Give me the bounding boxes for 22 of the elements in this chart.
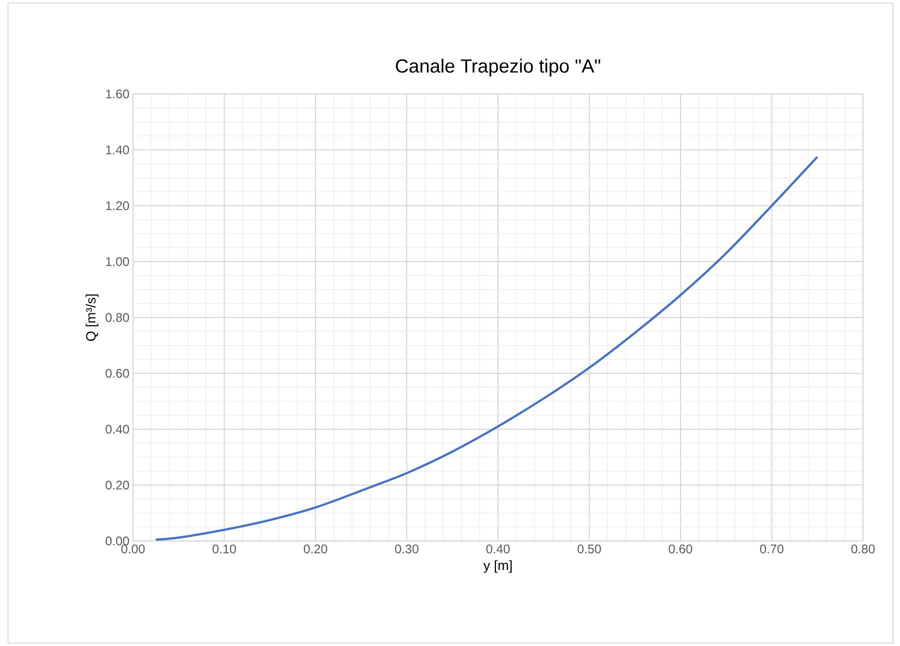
y-tick-label: 0.60	[106, 368, 130, 378]
chart-title: Canale Trapezio tipo "A"	[396, 58, 600, 76]
y-tick-label: 1.60	[106, 90, 130, 98]
x-tick-label: 0.00	[121, 544, 145, 554]
x-tick-label: 0.10	[212, 544, 236, 554]
y-tick-label: 1.00	[106, 257, 130, 266]
y-tick-label: 0.40	[106, 424, 130, 434]
line-series	[154, 156, 818, 541]
y-tick-label: 1.40	[106, 145, 130, 154]
y-tick-label: 0.20	[106, 480, 130, 490]
x-tick-label: 0.70	[760, 544, 784, 554]
x-tick-label: 0.50	[578, 544, 601, 554]
x-tick-label: 0.40	[486, 544, 510, 554]
y-axis-title: Q [m³/s]	[86, 294, 98, 341]
x-tick-label: 0.20	[304, 544, 328, 554]
x-tick-label: 0.60	[668, 544, 692, 554]
x-axis-title: y [m]	[483, 560, 512, 573]
y-tick-label: 0.80	[106, 313, 130, 322]
x-tick-label: 0.30	[395, 544, 418, 554]
x-tick-label: 0.80	[851, 544, 875, 554]
y-tick-label: 1.20	[106, 201, 130, 210]
y-tick-label: 0.00	[106, 536, 130, 546]
